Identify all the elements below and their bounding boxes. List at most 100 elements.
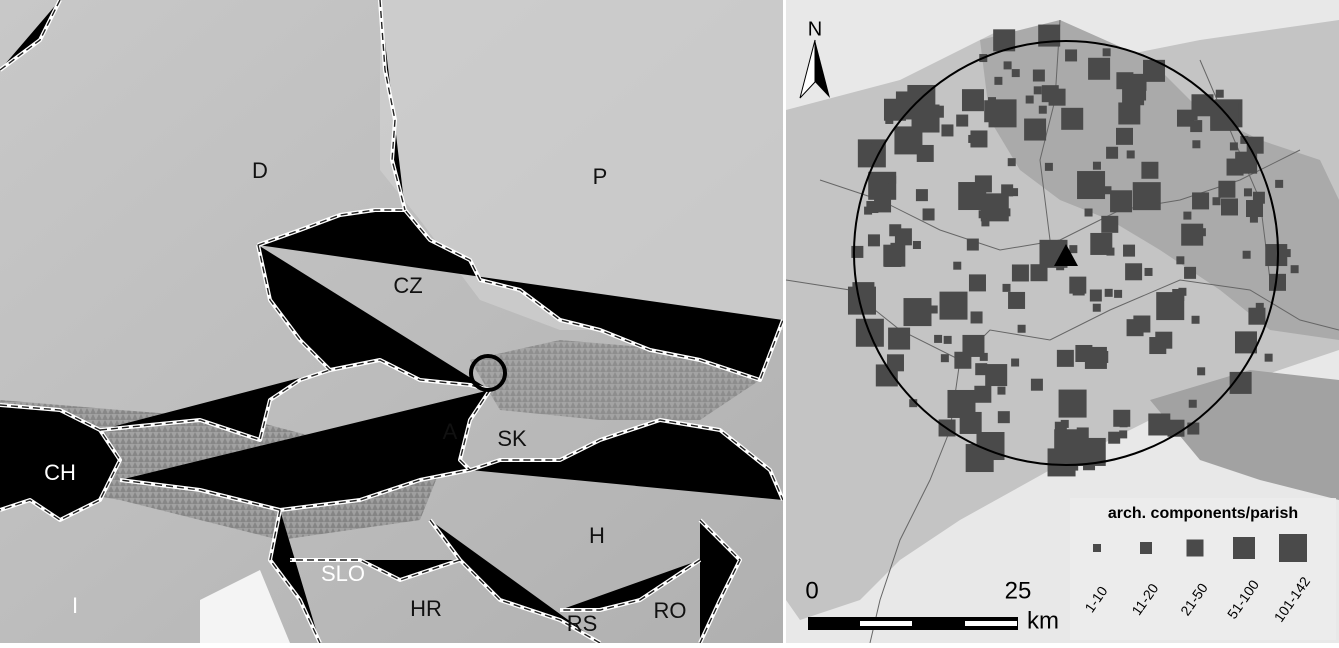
parish-symbol bbox=[998, 411, 1010, 423]
parish-symbol bbox=[1108, 432, 1120, 444]
parish-symbol bbox=[1190, 120, 1202, 132]
parish-symbol bbox=[1011, 359, 1019, 367]
parish-symbol bbox=[988, 97, 996, 105]
scale-start: 0 bbox=[805, 577, 818, 604]
country-label: SK bbox=[497, 426, 527, 451]
parish-symbol bbox=[923, 208, 935, 220]
parish-symbol bbox=[1055, 422, 1067, 434]
parish-symbol bbox=[1002, 208, 1010, 216]
parish-symbol bbox=[930, 305, 938, 313]
parish-symbol bbox=[1200, 98, 1208, 106]
scale-end: 25 bbox=[1005, 577, 1032, 604]
parish-symbol bbox=[1256, 303, 1264, 311]
parish-symbol bbox=[947, 390, 975, 418]
parish-symbol bbox=[1246, 200, 1263, 217]
country-label: A bbox=[443, 419, 458, 444]
figure: DPCZCHASKHSLOIHRRSRO N 0 25 km arch. com… bbox=[0, 0, 1339, 643]
parish-symbol bbox=[1116, 128, 1133, 145]
parish-symbol bbox=[1183, 212, 1191, 220]
parish-symbol bbox=[1004, 61, 1012, 69]
legend-symbol bbox=[1140, 542, 1152, 554]
parish-symbol bbox=[967, 239, 979, 251]
parish-symbol bbox=[954, 352, 971, 369]
parish-symbol bbox=[1244, 188, 1252, 196]
parish-symbol bbox=[1210, 103, 1238, 131]
parish-symbol bbox=[1090, 289, 1102, 301]
parish-symbol bbox=[1065, 49, 1077, 61]
parish-symbol bbox=[1024, 119, 1046, 141]
parish-symbol bbox=[1042, 85, 1059, 102]
parish-symbol bbox=[1184, 267, 1196, 279]
parish-symbol bbox=[934, 335, 942, 343]
parish-symbol bbox=[1077, 171, 1105, 199]
parish-symbol bbox=[1243, 251, 1251, 259]
parish-symbol bbox=[980, 353, 988, 361]
country-label: RO bbox=[654, 598, 687, 623]
parish-symbol bbox=[1192, 192, 1209, 209]
country-label: SLO bbox=[321, 561, 365, 586]
parish-symbol bbox=[864, 143, 872, 151]
legend-symbol bbox=[1233, 537, 1255, 559]
parish-symbol bbox=[890, 243, 902, 255]
parish-symbol bbox=[1265, 244, 1287, 266]
parish-symbol bbox=[1103, 186, 1111, 194]
parish-symbol bbox=[1101, 216, 1118, 233]
legend-symbol bbox=[1093, 544, 1101, 552]
country-label: RS bbox=[567, 611, 598, 636]
parish-symbol bbox=[1034, 86, 1042, 94]
parish-symbol bbox=[1218, 181, 1235, 198]
parish-symbol bbox=[916, 189, 928, 201]
parish-symbol bbox=[913, 241, 921, 249]
parish-symbol bbox=[1127, 150, 1135, 158]
parish-symbol bbox=[903, 298, 931, 326]
parish-symbol bbox=[953, 262, 961, 270]
parish-symbol bbox=[1119, 430, 1127, 438]
parish-symbol bbox=[1155, 332, 1172, 349]
parish-symbol bbox=[1069, 245, 1077, 253]
parish-symbol bbox=[1216, 90, 1224, 98]
parish-symbol bbox=[1192, 316, 1200, 324]
parish-symbol bbox=[940, 292, 968, 320]
parish-symbol bbox=[1123, 245, 1135, 257]
parish-symbol bbox=[917, 145, 934, 162]
parish-symbol bbox=[981, 218, 989, 226]
parish-symbol bbox=[1018, 325, 1026, 333]
parish-symbol bbox=[1181, 224, 1203, 246]
parish-symbol bbox=[1026, 96, 1034, 104]
parish-symbol bbox=[1118, 102, 1140, 124]
parish-symbol bbox=[1008, 158, 1016, 166]
parish-symbol bbox=[1103, 48, 1111, 56]
parish-symbol bbox=[1148, 413, 1170, 435]
north-label: N bbox=[808, 18, 822, 40]
parish-symbol bbox=[896, 91, 924, 119]
parish-symbol bbox=[1133, 182, 1161, 210]
parish-symbol bbox=[1093, 304, 1101, 312]
parish-symbol bbox=[997, 387, 1005, 395]
parish-symbol bbox=[1113, 410, 1130, 427]
parish-symbol bbox=[944, 336, 952, 344]
parish-symbol bbox=[962, 89, 984, 111]
country-label: D bbox=[252, 158, 268, 183]
parish-symbol bbox=[1096, 351, 1108, 363]
parish-symbol bbox=[1057, 350, 1074, 367]
parish-symbol bbox=[1088, 58, 1110, 80]
parish-symbol bbox=[888, 176, 896, 184]
parish-symbol bbox=[971, 311, 983, 323]
parish-symbol bbox=[1125, 263, 1142, 280]
country-label: CZ bbox=[393, 273, 422, 298]
parish-symbol bbox=[1061, 108, 1083, 130]
parish-symbol bbox=[1106, 147, 1118, 159]
country-label: I bbox=[72, 593, 78, 618]
parish-symbol bbox=[1012, 264, 1029, 281]
parish-symbol bbox=[1045, 163, 1053, 171]
parish-symbol bbox=[864, 207, 872, 215]
parish-symbol bbox=[1230, 142, 1238, 150]
parish-symbol bbox=[1059, 390, 1087, 418]
parish-symbol bbox=[1118, 196, 1126, 204]
legend-title: arch. components/parish bbox=[1108, 505, 1298, 522]
parish-symbol bbox=[1012, 69, 1020, 77]
parish-symbol bbox=[1135, 316, 1147, 328]
parish-symbol bbox=[868, 234, 880, 246]
parish-symbol bbox=[970, 130, 987, 147]
